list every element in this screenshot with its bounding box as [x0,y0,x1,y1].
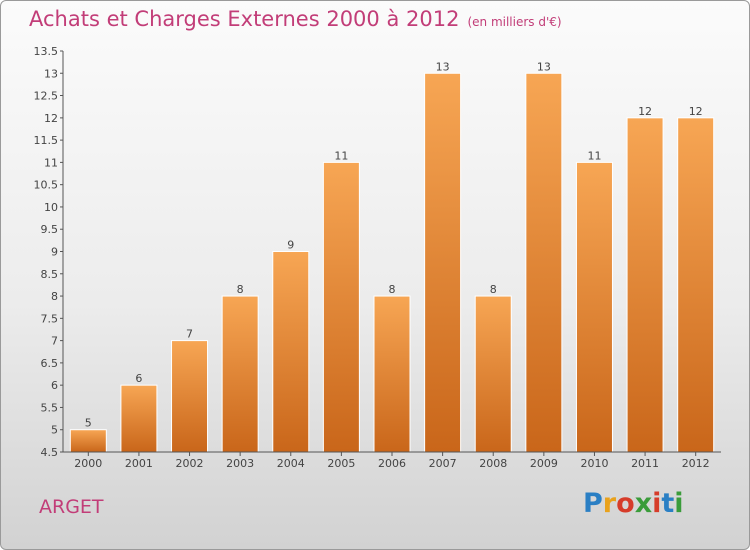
proxiti-logo: Proxiti [583,488,684,519]
y-tick-label: 13.5 [34,45,59,58]
y-tick-label: 10 [44,201,58,214]
data-label-2005: 11 [334,149,348,162]
x-tick-label-2007: 2007 [429,457,457,470]
x-tick-label-2010: 2010 [580,457,608,470]
data-label-2011: 12 [638,105,652,118]
data-label-2004: 9 [287,239,294,252]
bar-2002 [171,340,209,453]
y-tick-label: 8 [51,290,58,303]
y-tick-label: 5 [51,424,58,437]
logo-letter: i [674,488,684,519]
y-tick-label: 11.5 [34,134,59,147]
logo-letter: r [602,488,617,519]
y-tick-label: 9.5 [41,223,59,236]
x-tick-label-2000: 2000 [74,457,102,470]
data-label-2000: 5 [85,417,92,430]
chart-title-text: Achats et Charges Externes 2000 à 2012 [29,7,460,31]
x-tick-label-2006: 2006 [378,457,406,470]
bar-2005 [322,161,360,453]
logo-letter: t [661,488,675,519]
y-tick-label: 6 [51,379,58,392]
data-label-2009: 13 [537,60,551,73]
data-label-2003: 8 [237,283,244,296]
data-label-2001: 6 [135,372,142,385]
y-tick-label: 13 [44,67,58,80]
x-tick-label-2004: 2004 [277,457,305,470]
logo-letter: P [583,488,603,519]
y-tick-label: 11 [44,156,58,169]
data-label-2006: 8 [389,283,396,296]
y-tick-label: 6.5 [41,357,59,370]
y-tick-label: 12.5 [34,90,59,103]
y-axis: 4.5 5 5.5 6 6.5 7 7.5 8 8.5 9 9.5 10 10.5 11 11.5 12 12.… [34,45,64,459]
x-tick-label-2011: 2011 [631,457,659,470]
data-label-2010: 11 [587,149,601,162]
bar-2009 [525,72,563,453]
x-tick-label-2009: 2009 [530,457,558,470]
data-label-2012: 12 [689,105,703,118]
x-tick-label-2002: 2002 [176,457,204,470]
y-tick-label: 10.5 [34,179,59,192]
chart-subtitle: (en milliers d'€) [467,15,562,29]
x-tick-label-2001: 2001 [125,457,153,470]
y-tick-label: 9 [51,246,58,259]
bars: 5 6 7 8 9 11 8 13 8 13 11 12 12 [69,60,715,453]
bar-2010 [575,161,613,453]
bar-2006 [373,295,411,453]
chart-title: Achats et Charges Externes 2000 à 2012 (e… [29,7,562,31]
bar-2000 [69,429,107,453]
bar-2001 [120,384,158,453]
data-label-2007: 13 [436,60,450,73]
logo-letter: o [616,488,635,519]
y-tick-label: 7 [51,335,58,348]
logo-letter: x [634,488,653,519]
data-label-2008: 8 [490,283,497,296]
y-tick-label: 8.5 [41,268,59,281]
data-label-2002: 7 [186,328,193,341]
commune-name: ARGET [39,496,104,518]
bar-2007 [424,72,462,453]
y-tick-label: 4.5 [41,446,59,459]
bar-2008 [474,295,512,453]
x-tick-label-2012: 2012 [682,457,710,470]
logo-letter: i [652,488,662,519]
bar-2004 [272,251,310,453]
y-tick-label: 5.5 [41,401,59,414]
y-tick-label: 12 [44,112,58,125]
x-axis: 2000 2001 2002 2003 2004 2005 2006 2007 2008 2009… [63,451,721,470]
x-tick-label-2003: 2003 [226,457,254,470]
x-tick-label-2008: 2008 [479,457,507,470]
bar-2011 [626,117,664,453]
bar-2012 [677,117,715,453]
y-tick-label: 7.5 [41,312,59,325]
x-tick-label-2005: 2005 [327,457,355,470]
bar-2003 [221,295,259,453]
